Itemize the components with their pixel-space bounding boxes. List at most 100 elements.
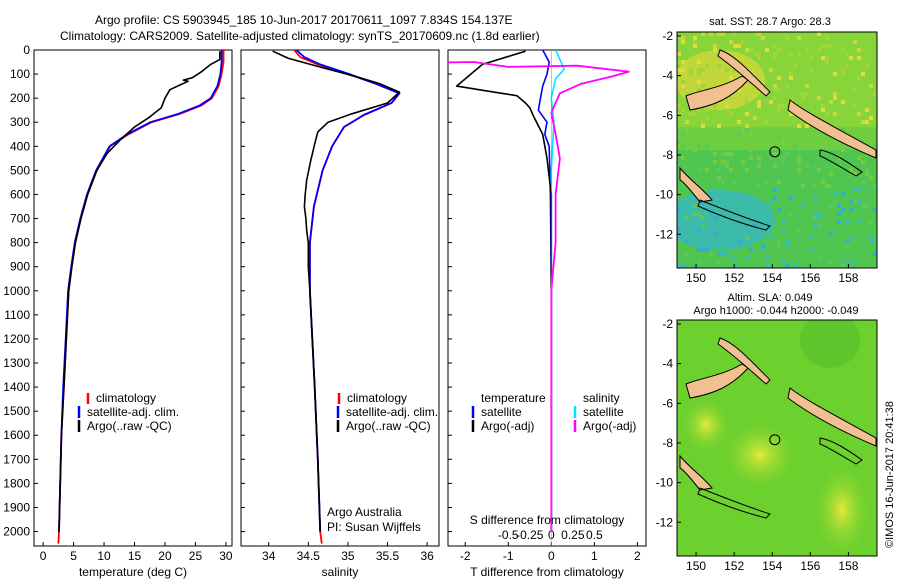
sst-pixel <box>685 216 689 220</box>
sst-pixel <box>857 156 861 160</box>
sst-pixel <box>697 72 701 76</box>
sst-pixel <box>677 216 681 220</box>
sst-pixel <box>677 168 681 172</box>
lon-tick-label: 156 <box>800 271 820 285</box>
depth-tick-label: 900 <box>10 260 30 274</box>
imos-stamp: ©IMOS 16-Jun-2017 20:41:38 <box>884 401 896 548</box>
sst-pixel <box>705 248 709 252</box>
lon-tick-label: 154 <box>762 559 782 573</box>
sst-pixel <box>865 168 869 172</box>
sst-pixel <box>757 100 761 104</box>
sst-pixel <box>805 164 809 168</box>
sst-pixel <box>697 168 701 172</box>
sla-land-new-ireland <box>717 337 771 385</box>
sst-pixel <box>677 144 681 148</box>
sla-islands-1 <box>819 437 863 465</box>
sst-pixel <box>773 196 777 200</box>
lat-tick-label: -2 <box>662 29 673 43</box>
sst-pixel <box>865 64 869 68</box>
sst-pixel <box>749 92 753 96</box>
x-tick-label: 35.5 <box>376 549 400 563</box>
sst-pixel <box>717 32 721 36</box>
sst-pixel <box>681 80 685 84</box>
sst-pixel <box>861 72 865 76</box>
legend-s-satellite: satellite <box>583 405 624 419</box>
sst-pixel <box>693 40 697 44</box>
sst-pixel <box>865 172 869 176</box>
series-layer <box>448 50 630 532</box>
sst-pixel <box>705 108 709 112</box>
legend-t-satellite: satellite <box>481 405 522 419</box>
sst-pixel <box>785 240 789 244</box>
sst-pixel <box>693 180 697 184</box>
lat-tick-label: -8 <box>662 436 673 450</box>
sst-pixel <box>685 120 689 124</box>
sst-pixel <box>677 52 681 56</box>
sst-pixel <box>833 96 837 100</box>
sst-pixel <box>773 56 777 60</box>
sst-pixel <box>857 56 861 60</box>
sst-pixel <box>689 204 693 208</box>
sst-pixel <box>757 32 761 36</box>
sst-pixel <box>781 104 785 108</box>
x-tick-label: 0 <box>40 549 47 563</box>
sst-pixel <box>733 264 737 268</box>
sst-pixel <box>841 68 845 72</box>
sst-pixel <box>797 36 801 40</box>
sst-pixel <box>853 200 857 204</box>
sst-pixel <box>693 264 697 268</box>
sst-pixel <box>741 40 745 44</box>
sst-pixel <box>725 220 729 224</box>
sst-pixel <box>845 244 849 248</box>
series-layer <box>57 50 225 544</box>
sst-pixel <box>865 204 869 208</box>
lat-tick-label: -10 <box>656 188 674 202</box>
legend-climatology: climatology <box>347 391 407 405</box>
sst-pixel <box>809 236 813 240</box>
sst-pixel <box>697 108 701 112</box>
sst-pixel <box>761 228 765 232</box>
lat-tick-label: -4 <box>662 357 673 371</box>
sst-land-bougainville <box>787 99 877 159</box>
sst-pixel <box>697 144 701 148</box>
sst-pixel <box>753 52 757 56</box>
sst-pixel <box>717 260 721 264</box>
sst-pixel <box>685 252 689 256</box>
sst-pixel <box>837 204 841 208</box>
sst-pixel <box>685 240 689 244</box>
sst-pixel <box>749 128 753 132</box>
institution-label: Argo Australia <box>327 505 402 519</box>
sst-pixel <box>721 244 725 248</box>
sst-pixel <box>833 92 837 96</box>
sst-pixel <box>681 144 685 148</box>
sst-pixel <box>749 68 753 72</box>
depth-tick-label: 700 <box>10 212 30 226</box>
sst-pixel <box>817 256 821 260</box>
sst-pixel <box>861 120 865 124</box>
sst-pixel <box>789 196 793 200</box>
sst-pixel <box>689 112 693 116</box>
sst-pixel <box>821 44 825 48</box>
sst-pixel <box>833 192 837 196</box>
sst-pixel <box>829 184 833 188</box>
sst-pixel <box>689 68 693 72</box>
sst-pixel <box>701 216 705 220</box>
sst-pixel <box>857 112 861 116</box>
sst-islands-1 <box>819 149 863 177</box>
sst-pixel <box>825 44 829 48</box>
sst-pixel <box>789 52 793 56</box>
sst-pixel <box>869 176 873 180</box>
sst-pixel <box>849 208 853 212</box>
series-line-t-satellite <box>537 50 553 532</box>
sst-pixel <box>701 124 705 128</box>
sst-pixel <box>713 44 717 48</box>
sst-map-frame <box>676 31 878 269</box>
t-difference-xlabel: T difference from climatology <box>470 565 624 579</box>
x-tick-label: 2 <box>634 549 641 563</box>
sst-pixel <box>717 176 721 180</box>
sst-pixel <box>677 104 681 108</box>
depth-tick-label: 0 <box>23 43 30 57</box>
sst-pixel <box>769 156 773 160</box>
sst-pixel <box>729 152 733 156</box>
